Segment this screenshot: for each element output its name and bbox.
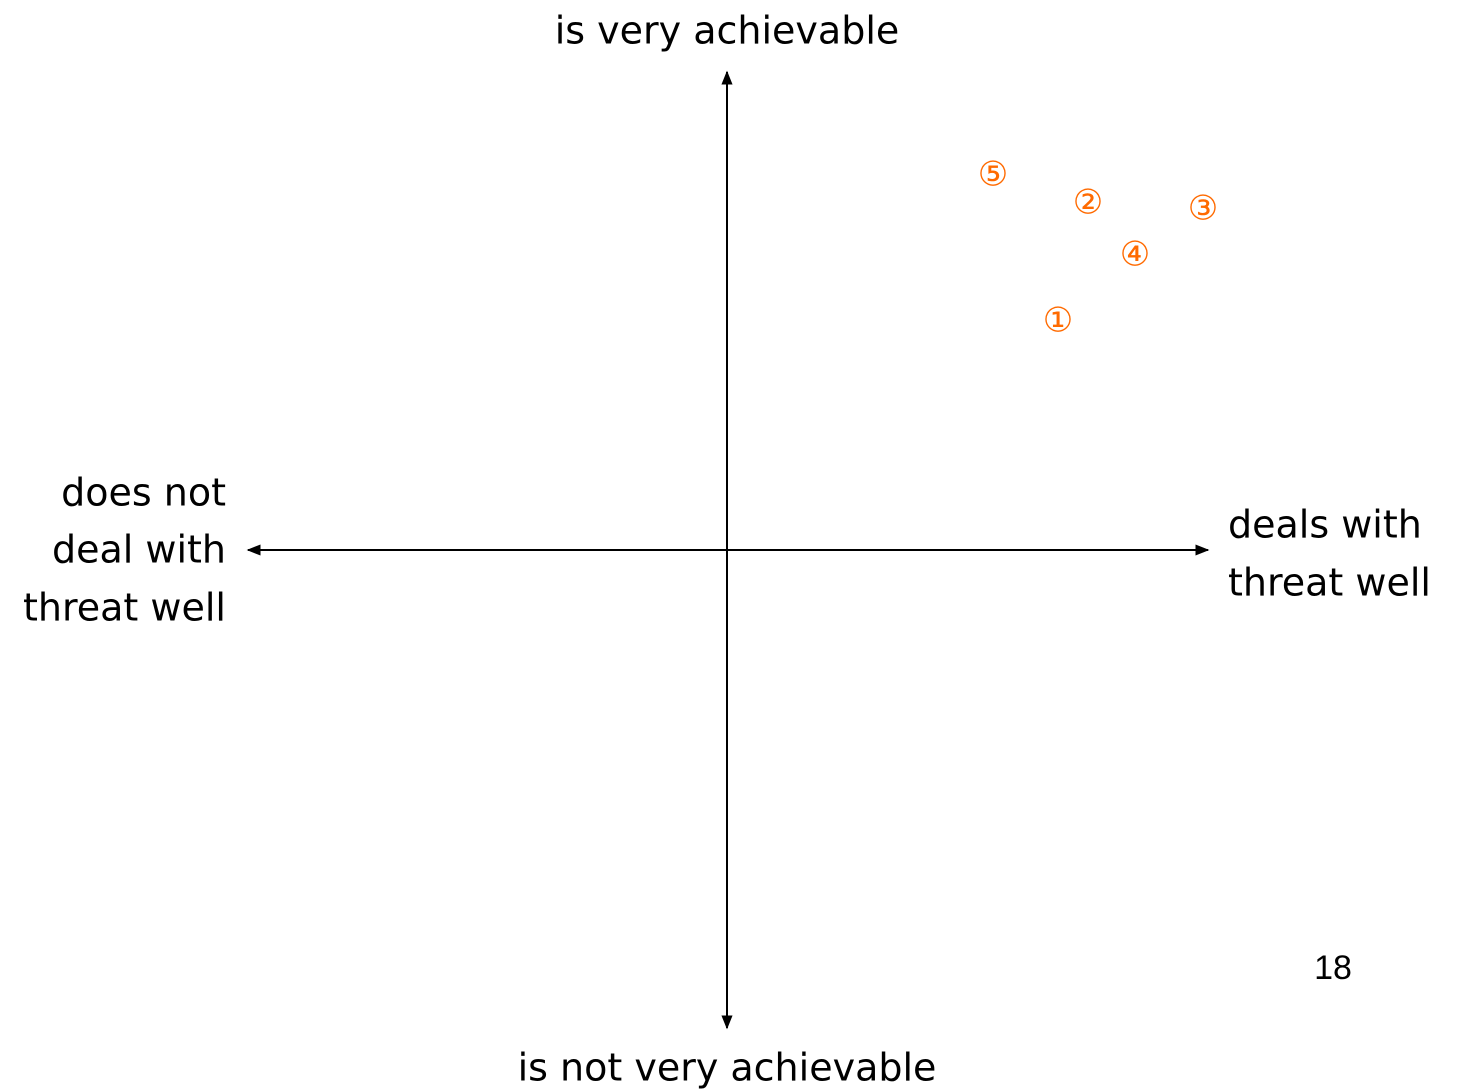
option-marker: ① bbox=[1043, 301, 1073, 341]
option-marker: ② bbox=[1073, 183, 1103, 223]
option-marker: ③ bbox=[1188, 189, 1218, 229]
option-marker: ④ bbox=[1120, 235, 1150, 275]
option-marker: ⑤ bbox=[978, 155, 1008, 195]
left-label: does not bbox=[61, 471, 226, 515]
bottom-label: is not very achievable bbox=[518, 1046, 937, 1090]
right-label: threat well bbox=[1228, 561, 1431, 605]
left-label: threat well bbox=[23, 586, 226, 630]
top-label: is very achievable bbox=[555, 9, 900, 53]
right-label: deals with bbox=[1228, 503, 1422, 547]
left-label: deal with bbox=[52, 528, 226, 572]
page-number: 18 bbox=[1314, 949, 1352, 987]
